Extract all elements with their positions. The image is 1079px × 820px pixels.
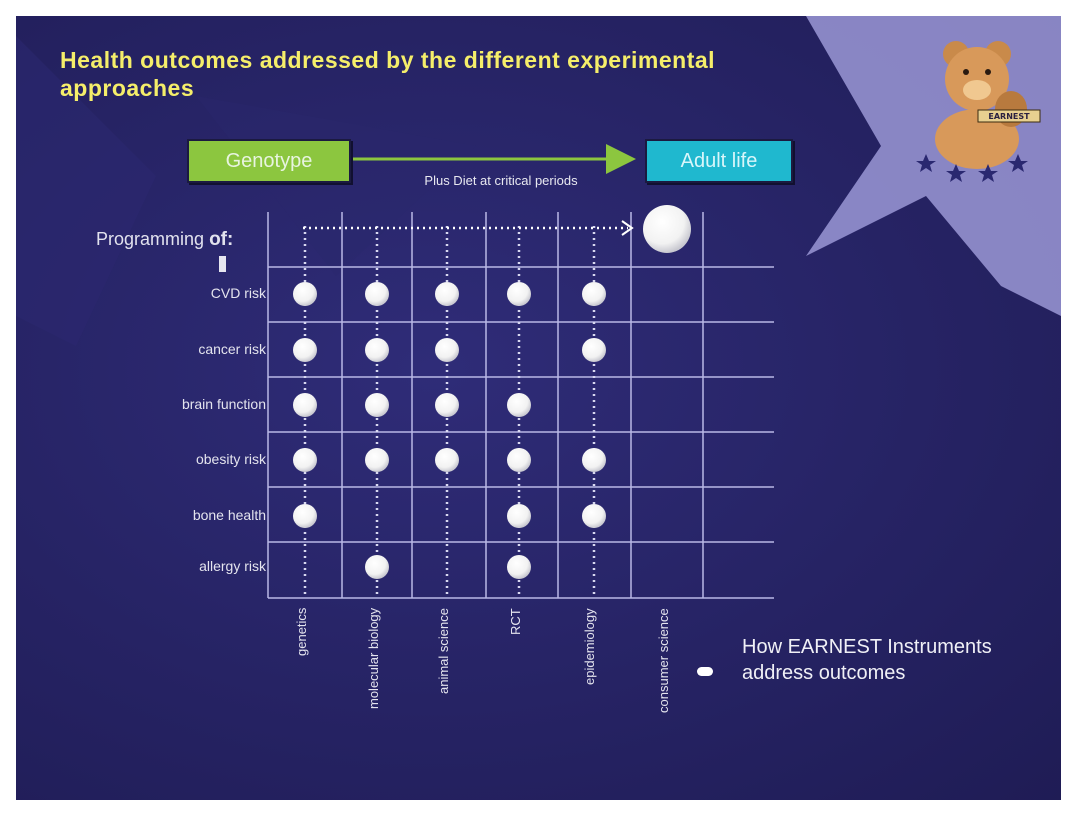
outcome-dot	[435, 282, 459, 306]
outcome-dot	[293, 504, 317, 528]
arrow-caption: Plus Diet at critical periods	[424, 173, 578, 188]
outcome-dot	[582, 282, 606, 306]
outcome-dot	[293, 338, 317, 362]
outcome-dot	[507, 504, 531, 528]
column-label: genetics	[294, 608, 309, 657]
row-label: CVD risk	[210, 285, 266, 301]
outcome-dot	[365, 555, 389, 579]
row-label: obesity risk	[195, 451, 266, 467]
outcome-dot	[293, 282, 317, 306]
row-label: brain function	[181, 396, 266, 412]
slide: Health outcomes addressed by the differe…	[16, 16, 1061, 800]
programming-word: Programming	[96, 229, 205, 249]
legend-dot	[697, 667, 713, 676]
legend-text: How EARNEST Instruments address outcomes	[742, 636, 992, 684]
column-label: molecular biology	[366, 608, 381, 710]
programming-of: of:	[209, 229, 234, 250]
dotted-arrow-head	[621, 220, 634, 236]
outcome-dot	[507, 393, 531, 417]
outcome-dot	[293, 448, 317, 472]
outcome-dot	[293, 393, 317, 417]
column-label: RCT	[508, 608, 523, 635]
adult-life-box: Adult life	[645, 139, 793, 183]
outcome-dot	[582, 504, 606, 528]
column-label: animal science	[436, 608, 451, 694]
column-label: consumer science	[656, 608, 671, 713]
outcome-dot	[507, 555, 531, 579]
row-label: allergy risk	[199, 558, 266, 574]
outcome-dot	[507, 282, 531, 306]
outcome-grid	[219, 144, 774, 599]
outcome-dot	[365, 448, 389, 472]
row-label: bone health	[192, 507, 266, 523]
genotype-box: Genotype	[187, 139, 351, 183]
outcome-dot	[365, 338, 389, 362]
outcome-dot	[507, 448, 531, 472]
column-label: epidemiology	[582, 608, 597, 685]
outcome-dot	[435, 338, 459, 362]
outcome-dot	[365, 393, 389, 417]
row-label: cancer risk	[198, 341, 266, 357]
outcome-dot	[365, 282, 389, 306]
outcome-dot	[435, 448, 459, 472]
outcome-dot	[582, 448, 606, 472]
down-arrow-icon	[219, 256, 226, 272]
outcome-dot	[435, 393, 459, 417]
programming-label: Programming of:	[96, 229, 233, 251]
slide-title: Health outcomes addressed by the differe…	[60, 47, 716, 101]
earnest-teddy-bear-logo: EARNEST	[916, 41, 1041, 182]
logo-label: EARNEST	[988, 112, 1030, 121]
adult-outcome-circle	[643, 205, 691, 253]
outcome-dot	[582, 338, 606, 362]
